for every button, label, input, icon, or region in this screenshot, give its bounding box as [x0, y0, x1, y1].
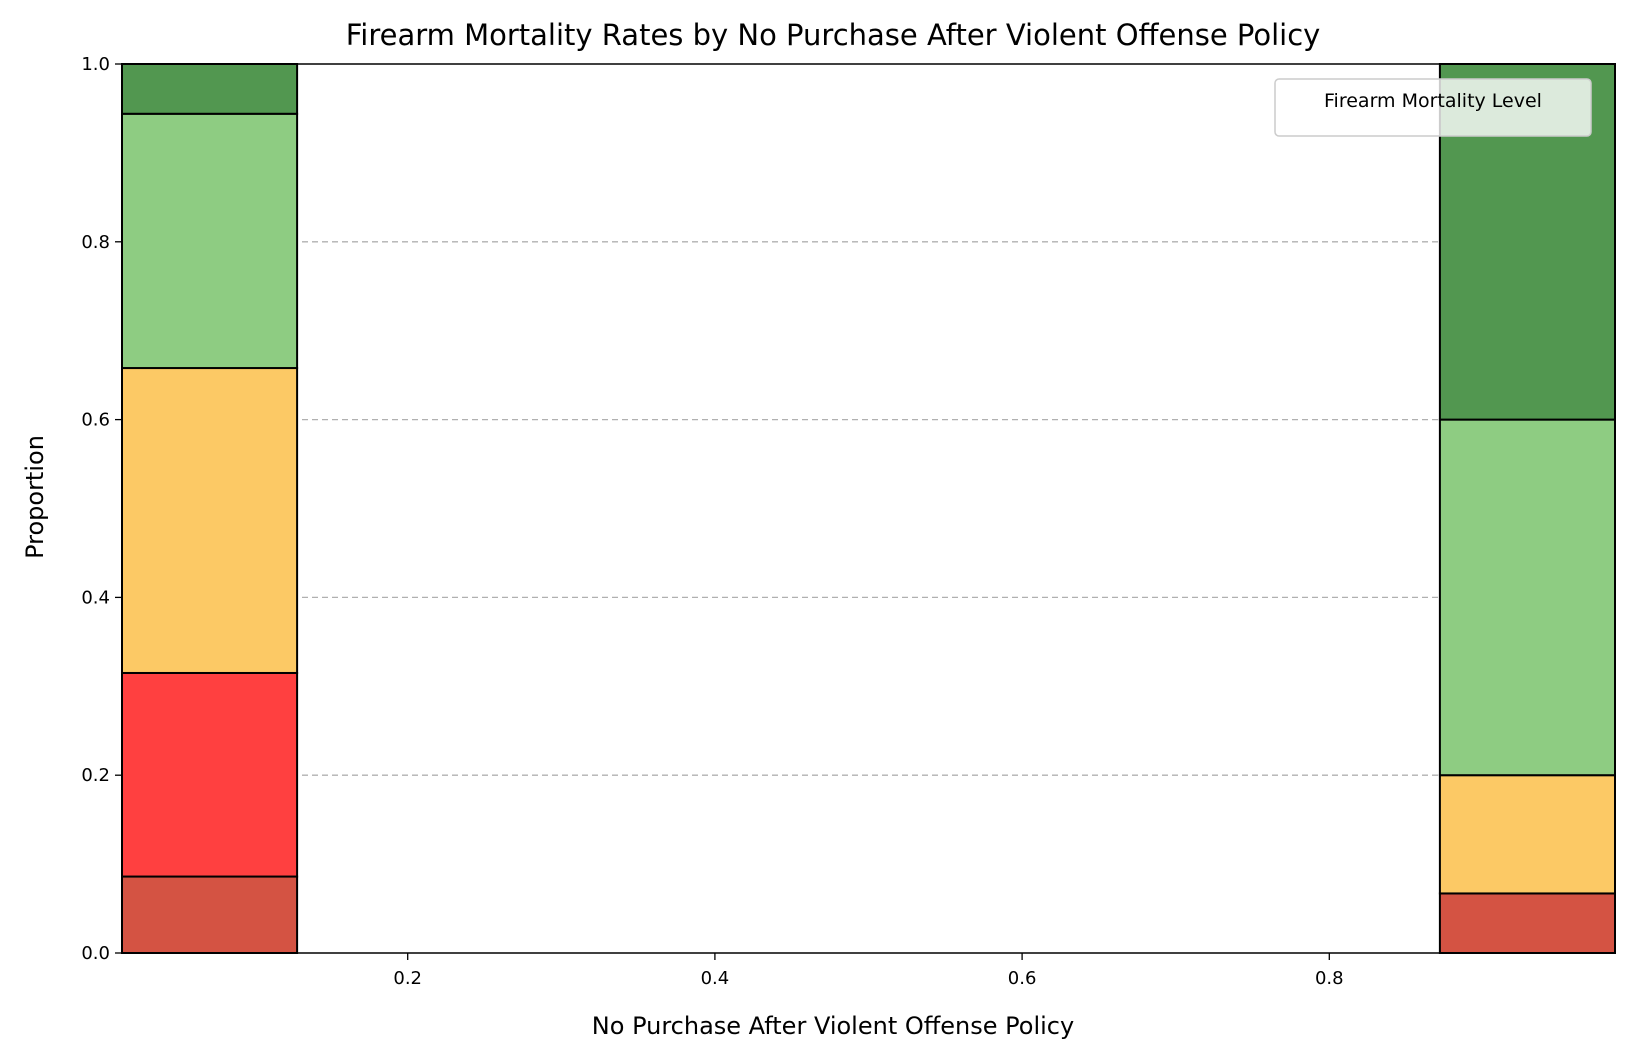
grid [122, 241, 1615, 776]
x-tick-label: 0.8 [1315, 968, 1344, 989]
x-axis: 0.2 0.4 0.6 0.8 [393, 953, 1344, 989]
bar-segment-0-2 [121, 367, 299, 674]
bar-segment-0-3 [121, 112, 299, 370]
legend-title: Firearm Mortality Level [1324, 90, 1542, 112]
plot-frame [121, 63, 1616, 954]
y-tick-label: 0.0 [81, 943, 110, 964]
y-axis-label: Proportion [21, 435, 49, 559]
y-tick-label: 0.6 [81, 410, 110, 431]
bar-segment-0-1 [121, 671, 299, 878]
y-tick-label: 0.2 [81, 765, 110, 786]
legend: Firearm Mortality Level [1274, 78, 1592, 137]
bar-segment-1-1 [1438, 774, 1616, 895]
x-tick-label: 0.2 [393, 968, 422, 989]
bar-segment-0-0 [121, 875, 299, 955]
y-tick-label: 0.4 [81, 587, 110, 608]
x-tick-label: 0.6 [1008, 968, 1037, 989]
y-axis: 0.0 0.2 0.4 0.6 0.8 1.0 [81, 54, 122, 964]
bar-segment-1-0 [1438, 892, 1616, 955]
x-tick-label: 0.4 [701, 968, 730, 989]
y-tick-label: 1.0 [81, 54, 110, 75]
bars [121, 63, 1616, 955]
bar-segment-0-4 [121, 63, 299, 115]
chart-title: Firearm Mortality Rates by No Purchase A… [346, 18, 1321, 52]
y-tick-label: 0.8 [81, 232, 110, 253]
x-axis-label: No Purchase After Violent Offense Policy [592, 1012, 1074, 1040]
bar-segment-1-2 [1438, 418, 1616, 777]
legend-box [1274, 78, 1592, 137]
